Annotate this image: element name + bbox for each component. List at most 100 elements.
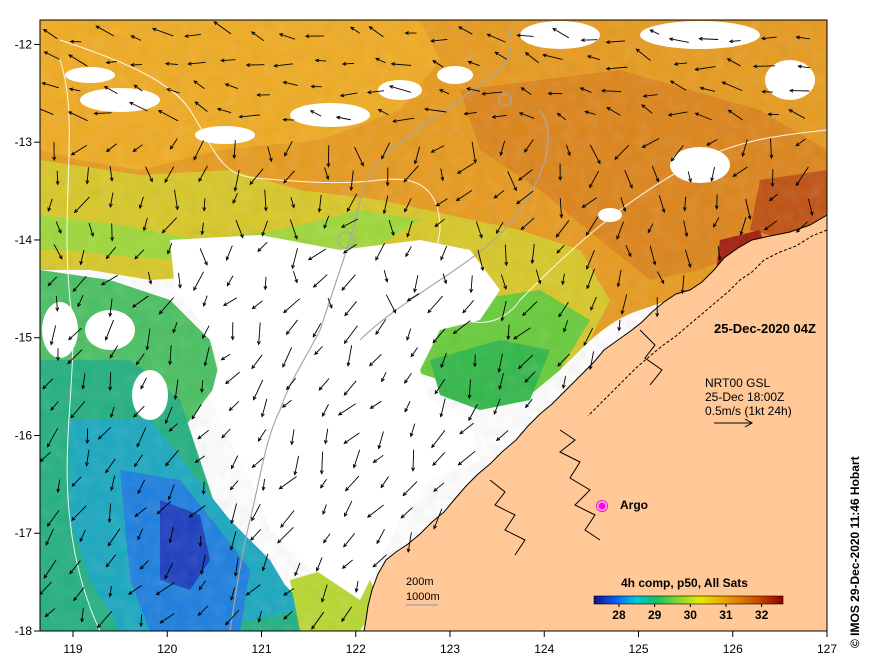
current-arrow [669, 80, 687, 91]
current-arrow [497, 353, 503, 373]
current-legend-line3: 0.5m/s (1kt 24h) [705, 404, 792, 418]
current-arrow [282, 347, 293, 368]
current-arrow [168, 527, 174, 544]
current-arrow [69, 39, 82, 44]
current-arrow [430, 38, 448, 43]
current-arrow [717, 245, 722, 262]
current-arrow [406, 220, 413, 238]
current-arrow [199, 248, 208, 266]
map-plot-area: Argo 25-Dec-2020 04Z NRT00 GSL 25-Dec 18… [40, 20, 827, 631]
current-arrow [250, 528, 262, 541]
current-arrow [188, 505, 206, 518]
current-arrow [323, 215, 330, 230]
current-arrow [726, 58, 741, 67]
current-arrow [493, 398, 501, 415]
current-arrow [732, 166, 748, 177]
current-arrow [375, 57, 386, 64]
current-arrow [130, 35, 142, 41]
current-arrow [193, 80, 205, 89]
current-arrow [520, 217, 535, 231]
current-arrow [67, 111, 88, 122]
current-arrow [172, 322, 178, 334]
current-arrow [467, 60, 480, 67]
current-arrow [390, 62, 412, 67]
current-arrow [282, 80, 298, 86]
current-arrow [158, 297, 174, 315]
current-arrow [405, 246, 412, 258]
current-arrow [282, 117, 295, 122]
current-arrow [225, 371, 240, 385]
current-arrow [167, 242, 173, 255]
current-arrow [442, 273, 448, 285]
current-arrow [588, 351, 595, 371]
current-arrow [107, 528, 121, 547]
current-arrow [314, 58, 327, 63]
current-arrow [202, 198, 207, 212]
current-arrow [427, 295, 443, 314]
current-arrow [458, 26, 473, 35]
current-arrow [55, 295, 60, 312]
current-arrow [687, 171, 692, 183]
current-arrow [50, 401, 59, 411]
current-arrow [530, 244, 535, 265]
current-arrow [323, 533, 331, 544]
current-arrow [459, 422, 474, 435]
current-arrow [225, 245, 233, 261]
current-arrow [616, 269, 622, 288]
y-tick-label: -17 [15, 526, 33, 540]
current-arrow [375, 242, 385, 261]
current-arrow [155, 582, 175, 596]
current-arrow [411, 449, 415, 472]
colorbar-tick-label: 30 [684, 608, 698, 622]
current-arrow [97, 426, 112, 440]
current-arrow [439, 398, 446, 418]
current-arrow [498, 373, 504, 390]
colorbar-title: 4h comp, p50, All Sats [621, 576, 748, 590]
credit-text: © IMOS 29-Dec-2020 11:46 Hobart [848, 456, 862, 648]
current-arrow [558, 302, 569, 318]
current-arrow [49, 325, 57, 346]
current-arrow [213, 21, 232, 35]
current-arrow [558, 163, 563, 181]
current-arrow [256, 93, 270, 97]
current-arrow [97, 610, 113, 629]
current-arrow [752, 64, 776, 69]
current-arrow [220, 353, 231, 361]
current-arrow [216, 107, 232, 114]
current-arrow [251, 503, 261, 522]
current-arrow [404, 198, 412, 213]
current-arrow [110, 406, 115, 419]
current-arrow [200, 554, 206, 575]
current-arrow [43, 559, 57, 579]
map-frame [39, 19, 828, 632]
current-arrow [649, 29, 660, 35]
argo-float-marker[interactable] [596, 500, 608, 512]
current-arrow [406, 328, 412, 341]
current-arrow [250, 31, 265, 42]
current-arrow [473, 354, 477, 368]
current-arrow [457, 450, 476, 466]
current-arrow [220, 58, 236, 63]
colorbar-tick-label: 28 [612, 608, 626, 622]
current-arrow [159, 613, 175, 624]
current-arrow [261, 220, 268, 237]
current-arrow [557, 353, 571, 367]
current-arrow [81, 373, 86, 390]
current-arrow [312, 274, 328, 288]
current-arrow [46, 509, 60, 527]
current-arrow [167, 484, 175, 501]
current-arrow [493, 190, 505, 199]
current-arrow [107, 503, 112, 524]
current-arrow [321, 584, 328, 603]
current-arrow [80, 607, 85, 623]
current-arrow [128, 585, 142, 595]
current-arrow [71, 505, 87, 522]
current-arrow [108, 298, 113, 318]
current-arrow [352, 449, 361, 469]
current-arrow [108, 371, 113, 392]
current-arrow [403, 165, 419, 183]
current-arrow [524, 371, 536, 383]
current-arrow [130, 62, 142, 67]
current-arrow [440, 168, 445, 182]
